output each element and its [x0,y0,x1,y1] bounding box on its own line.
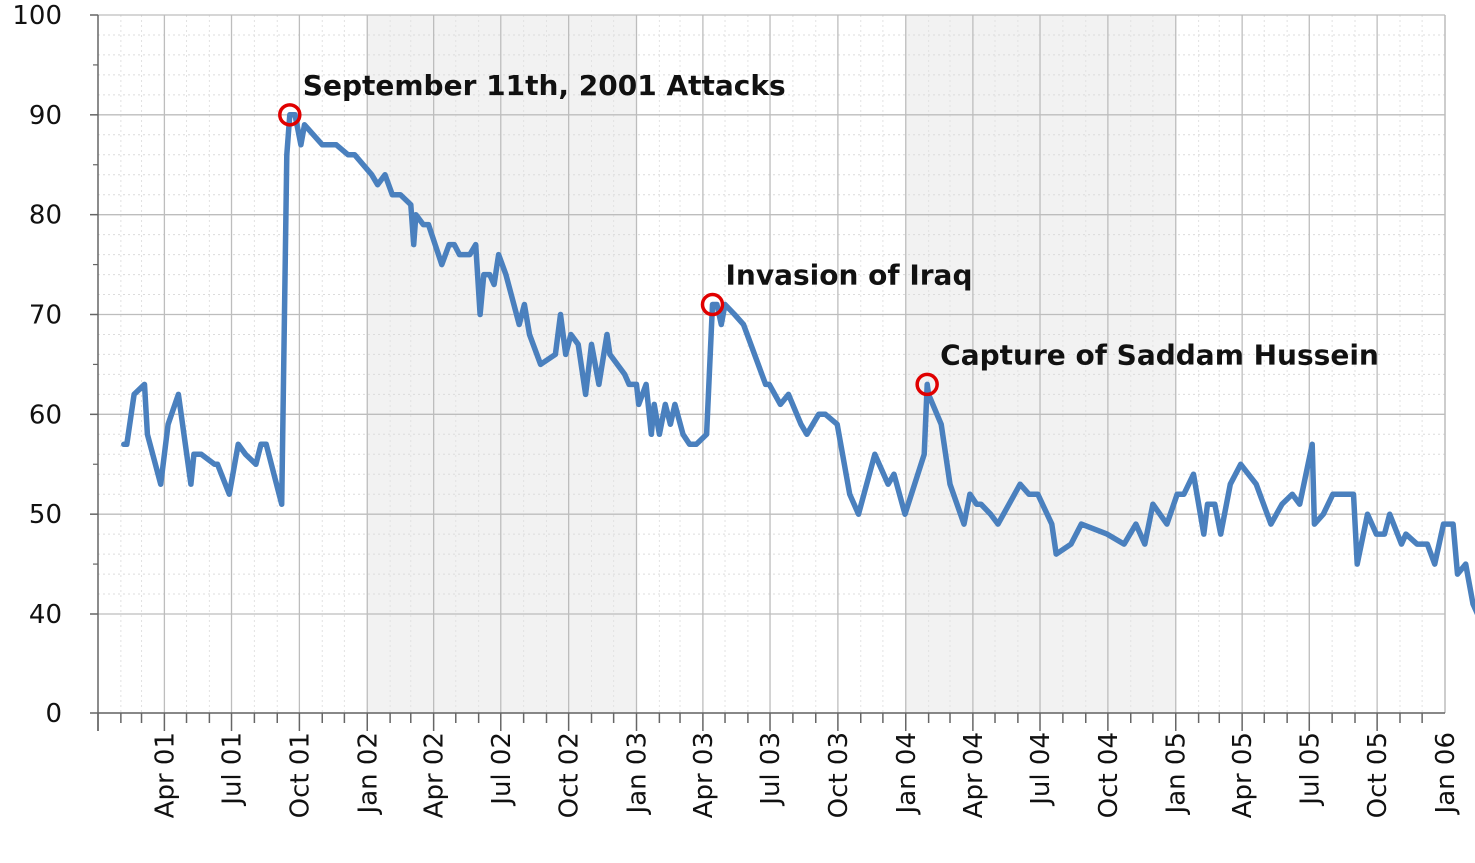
x-tick-label: Oct 04 [1094,732,1124,818]
event-annotation-label: September 11th, 2001 Attacks [303,69,786,102]
event-annotation-label: Capture of Saddam Hussein [940,338,1379,371]
y-tick-label: 100 [12,1,62,31]
x-tick-label: Jan 05 [1162,732,1192,815]
y-tick-label: 0 [45,699,62,729]
event-markers [278,103,939,397]
x-tick-label: Oct 05 [1363,732,1393,818]
grid-lines [98,14,1446,714]
x-tick-label: Jan 04 [892,732,922,815]
x-tick-label: Jul 01 [218,732,248,807]
event-annotation-label: Invasion of Iraq [725,259,972,292]
x-tick-label: Oct 02 [555,732,585,818]
x-tick-label: Apr 03 [689,732,719,818]
x-axis: Apr 01 Jul 01 Oct 01 Jan 02 Apr 02 Jul 02 Oct … [97,712,1461,818]
event-marker [278,103,302,127]
y-tick-label: 40 [29,600,62,630]
event-marker [700,292,725,317]
x-tick-label: Jul 03 [756,732,786,807]
x-tick-label: Oct 01 [285,732,315,818]
x-tick-label: Oct 03 [824,732,854,818]
y-tick-label: 50 [29,500,62,530]
x-tick-label: Jan 06 [1431,732,1461,815]
x-tick-label: Apr 01 [150,732,180,818]
y-tick-label: 80 [29,201,62,231]
x-tick-label: Jan 02 [353,732,383,815]
x-tick-label: Jul 02 [487,732,517,807]
x-tick-label: Apr 05 [1228,732,1258,818]
y-axis: 0 40 50 60 70 80 90 100 [12,1,99,731]
x-tick-label: Jul 04 [1026,732,1056,807]
x-tick-label: Jan 03 [623,732,653,815]
event-marker [915,372,939,397]
y-tick-label: 90 [29,101,62,131]
y-tick-label: 70 [29,301,62,331]
x-tick-label: Apr 04 [959,732,989,818]
event-annotations: September 11th, 2001 Attacks Invasion of … [303,69,1379,372]
approval-series-line [121,112,1475,616]
y-tick-label: 60 [29,400,62,430]
x-tick-label: Apr 02 [420,732,450,818]
x-tick-label: Jul 05 [1295,732,1325,807]
